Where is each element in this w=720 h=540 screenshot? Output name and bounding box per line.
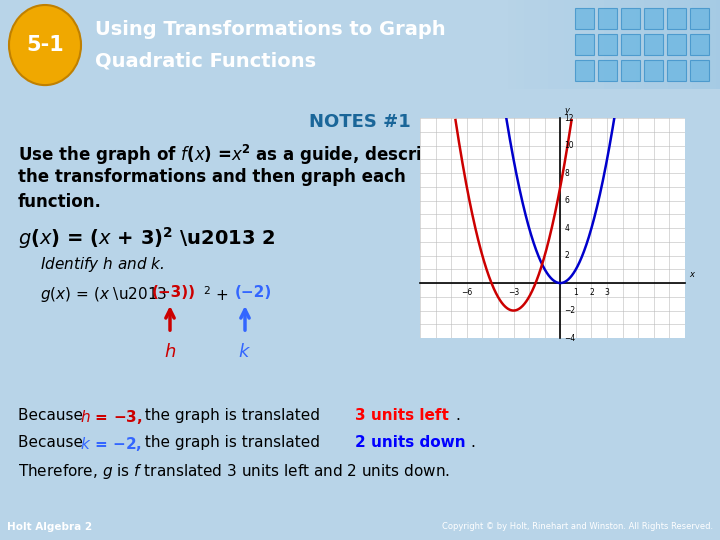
Bar — [684, 0, 692, 89]
FancyBboxPatch shape — [667, 8, 686, 29]
Text: 8: 8 — [564, 168, 569, 178]
FancyBboxPatch shape — [575, 60, 594, 81]
Text: −3: −3 — [508, 288, 519, 297]
Text: NOTES #1: NOTES #1 — [309, 113, 411, 131]
Text: 4: 4 — [564, 224, 569, 233]
Bar — [500, 0, 508, 89]
Text: $^{2}$ +: $^{2}$ + — [203, 285, 230, 304]
Text: 5-1: 5-1 — [26, 35, 64, 55]
Text: $y$: $y$ — [564, 106, 572, 117]
Text: $\mathbf{\mathit{g}}$($\mathbf{\mathit{x}}$) = ($\mathbf{\mathit{x}}$ + 3)$^{\ma: $\mathbf{\mathit{g}}$($\mathbf{\mathit{x… — [18, 225, 276, 251]
Bar — [572, 0, 580, 89]
Text: Quadratic Functions: Quadratic Functions — [95, 51, 316, 71]
Bar — [668, 0, 676, 89]
FancyBboxPatch shape — [621, 60, 640, 81]
Text: the graph is translated: the graph is translated — [140, 435, 325, 450]
Text: $h$ = −3,: $h$ = −3, — [80, 408, 143, 426]
Text: Because: Because — [18, 435, 88, 450]
FancyBboxPatch shape — [621, 8, 640, 29]
Bar — [660, 0, 668, 89]
FancyBboxPatch shape — [598, 34, 617, 55]
Ellipse shape — [9, 5, 81, 85]
Text: Holt Algebra 2: Holt Algebra 2 — [7, 522, 92, 531]
Text: .: . — [455, 408, 460, 423]
Bar — [652, 0, 660, 89]
Text: −6: −6 — [461, 288, 472, 297]
FancyBboxPatch shape — [621, 34, 640, 55]
Text: function.: function. — [18, 193, 102, 211]
Text: Using Transformations to Graph: Using Transformations to Graph — [95, 19, 446, 38]
Text: $k$ = −2,: $k$ = −2, — [80, 435, 142, 453]
Text: 1: 1 — [574, 288, 578, 297]
Bar — [708, 0, 716, 89]
Text: the transformations and then graph each: the transformations and then graph each — [18, 168, 406, 186]
Text: Use the graph of $\mathbf{\mathit{f}}$($\mathbf{\mathit{x}}$) =$\mathbf{\mathit{: Use the graph of $\mathbf{\mathit{f}}$($… — [18, 143, 446, 167]
Text: 2: 2 — [589, 288, 594, 297]
Bar — [692, 0, 700, 89]
Text: −4: −4 — [564, 334, 575, 342]
FancyBboxPatch shape — [575, 8, 594, 29]
FancyBboxPatch shape — [644, 34, 663, 55]
Bar — [564, 0, 572, 89]
Text: 2 units down: 2 units down — [355, 435, 466, 450]
FancyBboxPatch shape — [644, 60, 663, 81]
Text: $x$: $x$ — [689, 271, 696, 279]
Text: 3 units left: 3 units left — [355, 408, 449, 423]
Bar — [548, 0, 556, 89]
Text: Copyright © by Holt, Rinehart and Winston. All Rights Reserved.: Copyright © by Holt, Rinehart and Winsto… — [441, 522, 713, 531]
Bar — [540, 0, 548, 89]
FancyBboxPatch shape — [690, 8, 709, 29]
Bar — [676, 0, 684, 89]
Bar — [644, 0, 652, 89]
Bar — [604, 0, 612, 89]
Text: −2: −2 — [564, 306, 575, 315]
Text: 12: 12 — [564, 113, 574, 123]
Text: $k$: $k$ — [238, 343, 251, 361]
Bar — [516, 0, 524, 89]
Bar — [556, 0, 564, 89]
FancyBboxPatch shape — [667, 34, 686, 55]
Bar — [532, 0, 540, 89]
Bar — [612, 0, 620, 89]
FancyBboxPatch shape — [598, 60, 617, 81]
Text: 6: 6 — [564, 196, 569, 205]
FancyBboxPatch shape — [667, 60, 686, 81]
Text: 2: 2 — [564, 251, 569, 260]
Bar — [580, 0, 588, 89]
Bar — [596, 0, 604, 89]
Text: .: . — [470, 435, 475, 450]
Bar — [636, 0, 644, 89]
Text: 3: 3 — [605, 288, 610, 297]
Text: $h$: $h$ — [164, 343, 176, 361]
Text: Because: Because — [18, 408, 88, 423]
Text: the graph is translated: the graph is translated — [140, 408, 325, 423]
Text: (−2): (−2) — [235, 285, 272, 300]
FancyBboxPatch shape — [690, 34, 709, 55]
Text: (−3)): (−3)) — [152, 285, 196, 300]
FancyBboxPatch shape — [644, 8, 663, 29]
Bar — [508, 0, 516, 89]
Bar — [628, 0, 636, 89]
Text: Therefore, $g$ is $f$ translated 3 units left and 2 units down.: Therefore, $g$ is $f$ translated 3 units… — [18, 462, 450, 481]
Bar — [620, 0, 628, 89]
Bar — [524, 0, 532, 89]
FancyBboxPatch shape — [690, 60, 709, 81]
FancyBboxPatch shape — [598, 8, 617, 29]
Bar — [716, 0, 720, 89]
Bar — [700, 0, 708, 89]
Text: 10: 10 — [564, 141, 574, 150]
Bar — [588, 0, 596, 89]
FancyBboxPatch shape — [575, 34, 594, 55]
Text: Identify $h$ and $k$.: Identify $h$ and $k$. — [40, 255, 164, 274]
Text: $g$($x$) = ($x$ \u2013: $g$($x$) = ($x$ \u2013 — [40, 285, 168, 304]
